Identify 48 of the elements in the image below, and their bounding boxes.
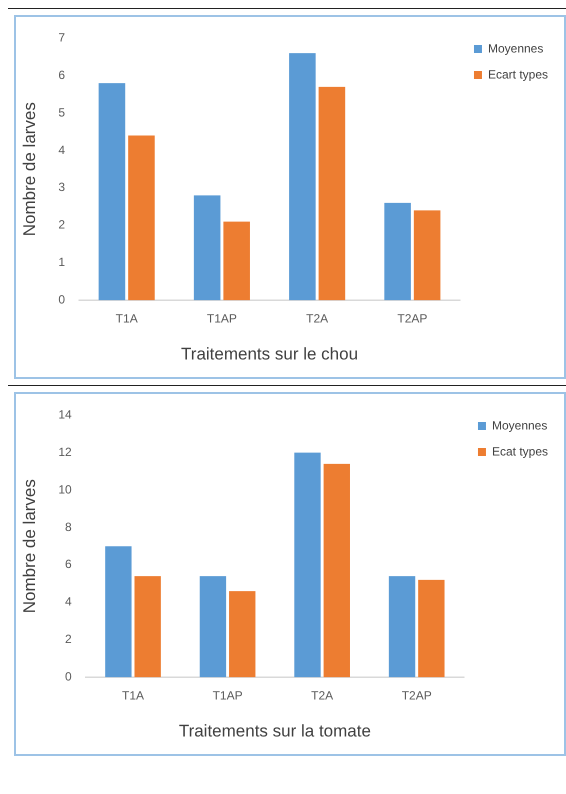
bar (414, 210, 440, 300)
y-tick-label: 4 (58, 142, 66, 157)
x-axis-title: Traitements sur la tomate (178, 721, 371, 740)
y-tick-label: 12 (58, 444, 72, 459)
bar (194, 195, 220, 300)
y-tick-label: 0 (65, 670, 72, 684)
bar (128, 136, 155, 300)
legend-label: Moyennes (492, 418, 548, 432)
y-axis-title: Nombre de larves (20, 479, 39, 614)
bar (418, 580, 445, 678)
bar (223, 222, 250, 300)
bar (388, 576, 416, 678)
legend-label: Moyennes (488, 41, 544, 56)
y-tick-label: 14 (58, 408, 72, 422)
x-tick-label: T2A (306, 312, 328, 326)
y-tick-label: 10 (58, 482, 72, 496)
bar (200, 576, 226, 678)
y-tick-label: 8 (65, 520, 72, 534)
y-tick-label: 4 (65, 594, 72, 609)
x-tick-label: T1AP (206, 312, 237, 326)
y-tick-label: 6 (58, 68, 66, 82)
x-tick-label: T1A (116, 312, 138, 326)
y-tick-label: 5 (58, 105, 66, 120)
y-tick-label: 0 (58, 292, 66, 307)
bar (105, 546, 132, 678)
bar (98, 83, 126, 300)
y-tick-label: 1 (58, 255, 66, 270)
bar (294, 452, 321, 678)
bar (134, 576, 161, 678)
y-axis-title: Nombre de larves (20, 102, 39, 236)
x-tick-label: T1AP (212, 688, 243, 703)
x-tick-label: T2AP (397, 312, 428, 326)
y-tick-label: 3 (58, 180, 66, 194)
legend-label: Ecat types (492, 444, 548, 458)
bar (289, 53, 316, 300)
y-tick-label: 2 (65, 632, 72, 646)
legend-label: Ecart types (488, 67, 548, 82)
x-tick-label: T2AP (402, 688, 432, 703)
y-tick-label: 2 (58, 218, 66, 232)
y-tick-label: 7 (58, 30, 66, 45)
bar (229, 591, 256, 678)
bar (318, 86, 346, 300)
y-tick-label: 6 (65, 557, 72, 572)
bar (384, 202, 411, 300)
x-tick-label: T2A (311, 688, 334, 703)
bar (324, 464, 350, 678)
x-tick-label: T1A (122, 688, 144, 703)
x-axis-title: Traitements sur le chou (181, 344, 358, 364)
